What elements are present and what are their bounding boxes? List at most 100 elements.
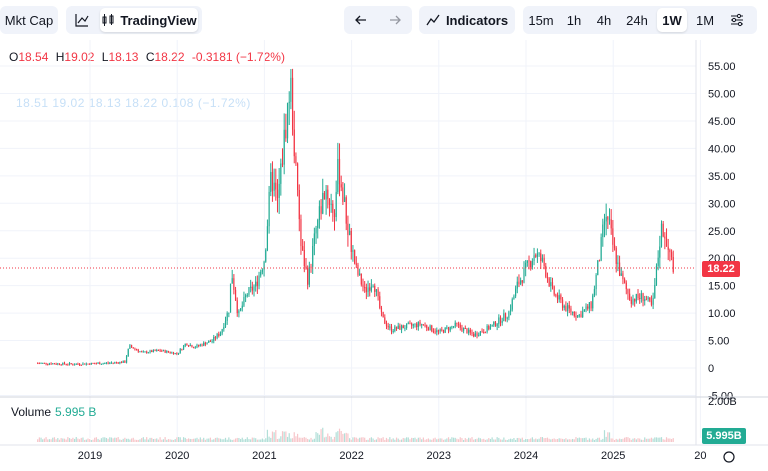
- settings-sliders-icon[interactable]: [721, 6, 753, 34]
- arrow-left-icon[interactable]: [344, 6, 378, 34]
- candle-body: [228, 312, 230, 314]
- candle-body: [161, 350, 163, 352]
- time-tick-label: 2023: [427, 450, 451, 462]
- volume-bar: [429, 439, 431, 442]
- candle-body: [664, 236, 666, 239]
- volume-bar: [412, 438, 414, 442]
- volume-bar: [348, 438, 351, 442]
- interval-4h[interactable]: 4h: [596, 12, 612, 28]
- candle-body: [501, 321, 503, 323]
- candle-body: [152, 350, 154, 352]
- candle-body: [333, 212, 336, 217]
- indicators-button[interactable]: Indicators: [419, 6, 515, 34]
- volume-bar: [407, 437, 409, 442]
- candle-body: [515, 288, 517, 297]
- line-chart-icon[interactable]: [66, 6, 98, 34]
- candle-body: [655, 265, 658, 286]
- candle-body: [271, 172, 274, 191]
- interval-1w[interactable]: 1W: [657, 8, 687, 32]
- arrow-right-icon[interactable]: [378, 6, 412, 34]
- candle-body: [345, 197, 347, 224]
- volume-bar: [457, 439, 460, 442]
- price-tick-label: 30.00: [708, 198, 736, 210]
- candle-body: [362, 284, 364, 288]
- candle-body: [568, 305, 570, 309]
- candle-body: [112, 362, 114, 364]
- candle-body: [379, 296, 381, 308]
- volume-bar: [392, 438, 394, 442]
- candle-body: [372, 285, 374, 287]
- candle-body: [404, 328, 406, 330]
- interval-1h[interactable]: 1h: [566, 12, 582, 28]
- settings-gear-icon[interactable]: [723, 451, 735, 463]
- volume-bar: [350, 439, 352, 442]
- volume-bar: [508, 439, 510, 442]
- candle-body: [587, 306, 589, 309]
- volume-bar: [142, 437, 144, 442]
- volume-bar: [395, 437, 398, 442]
- tradingview-button[interactable]: TradingView: [100, 8, 198, 32]
- candle-body: [483, 332, 485, 334]
- candle-body: [508, 311, 510, 318]
- candle-body: [40, 362, 42, 364]
- price-chart[interactable]: 55.0050.0045.0040.0035.0030.0025.0020.00…: [0, 40, 768, 471]
- candle-body: [327, 189, 329, 199]
- candle-body: [283, 129, 285, 165]
- volume-bar: [333, 436, 336, 442]
- candle-body: [182, 345, 185, 350]
- candle-body: [525, 262, 527, 269]
- volume-bar: [414, 437, 416, 442]
- volume-bar: [635, 439, 637, 442]
- candle-body: [625, 282, 627, 290]
- candle-body: [605, 216, 607, 222]
- candle-body: [251, 286, 253, 291]
- volume-bar: [543, 438, 545, 442]
- candle-body: [488, 326, 490, 330]
- candle-body: [73, 364, 76, 366]
- candle-body: [506, 317, 508, 319]
- volume-bar: [63, 438, 66, 442]
- candle-body: [558, 295, 560, 300]
- candle-body: [523, 268, 525, 283]
- candle-body: [360, 273, 362, 285]
- candle-body: [219, 333, 222, 336]
- candle-body: [593, 289, 596, 296]
- volume-bar: [191, 439, 193, 442]
- time-tick-label: 2024: [514, 450, 538, 462]
- candle-body: [268, 191, 270, 227]
- interval-24h[interactable]: 24h: [626, 12, 648, 28]
- tradingview-label: TradingView: [120, 12, 197, 28]
- volume-bar: [583, 437, 585, 442]
- volume-bar: [546, 437, 549, 442]
- mkt-cap-button[interactable]: Mkt Cap: [4, 12, 54, 28]
- volume-bar: [75, 437, 77, 442]
- candle-body: [196, 345, 198, 348]
- time-tick-label: 2020: [165, 450, 189, 462]
- candle-body: [520, 280, 522, 285]
- candle-body: [464, 327, 466, 329]
- candle-body: [572, 311, 574, 313]
- candle-body: [110, 362, 113, 364]
- volume-bar: [598, 437, 601, 442]
- volume-bar: [503, 437, 505, 442]
- candle-body: [504, 313, 507, 318]
- volume-bar: [169, 439, 171, 442]
- interval-1m[interactable]: 1M: [695, 12, 715, 28]
- candle-body: [355, 263, 357, 265]
- volume-bar: [47, 439, 49, 442]
- candle-body: [297, 163, 299, 191]
- volume-bar: [144, 439, 146, 442]
- volume-bar: [469, 438, 471, 442]
- interval-15m[interactable]: 15m: [528, 12, 554, 28]
- candle-body: [545, 265, 547, 277]
- candle-body: [390, 326, 393, 332]
- volume-bar: [68, 438, 71, 442]
- volume-bar: [359, 437, 361, 442]
- candle-body: [575, 315, 577, 318]
- volume-bar: [100, 438, 103, 442]
- candle-body: [45, 362, 47, 365]
- candle-body: [411, 323, 413, 326]
- volume-bar: [491, 437, 493, 442]
- candle-body: [291, 77, 294, 130]
- volume-bar: [303, 437, 305, 442]
